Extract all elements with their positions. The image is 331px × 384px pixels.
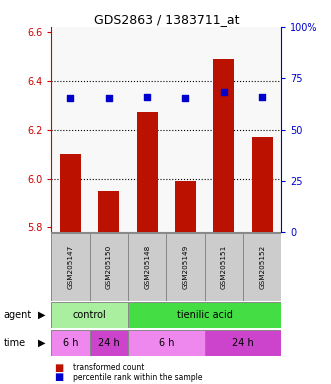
Text: control: control xyxy=(73,310,107,320)
Bar xyxy=(252,137,273,232)
Text: 6 h: 6 h xyxy=(159,338,174,348)
Text: 24 h: 24 h xyxy=(232,338,254,348)
Bar xyxy=(137,113,158,232)
Bar xyxy=(128,302,281,328)
Bar xyxy=(205,330,281,356)
Point xyxy=(183,95,188,101)
Text: GSM205152: GSM205152 xyxy=(259,245,265,290)
Text: percentile rank within the sample: percentile rank within the sample xyxy=(73,372,202,382)
Bar xyxy=(51,330,90,356)
Text: GSM205151: GSM205151 xyxy=(221,245,227,290)
Text: ■: ■ xyxy=(55,363,64,373)
Text: agent: agent xyxy=(3,310,31,320)
Text: GSM205148: GSM205148 xyxy=(144,245,150,290)
Point xyxy=(68,95,73,101)
Point xyxy=(260,94,265,100)
Bar xyxy=(166,233,205,301)
Text: GSM205147: GSM205147 xyxy=(68,245,73,290)
Bar xyxy=(175,181,196,232)
Text: 6 h: 6 h xyxy=(63,338,78,348)
Bar xyxy=(128,233,166,301)
Bar xyxy=(205,233,243,301)
Bar xyxy=(90,330,128,356)
Text: time: time xyxy=(3,338,25,348)
Point xyxy=(145,94,150,100)
Text: ▶: ▶ xyxy=(38,310,45,320)
Bar xyxy=(128,330,205,356)
Bar xyxy=(98,191,119,232)
Point xyxy=(106,95,112,101)
Point xyxy=(221,89,226,95)
Text: GSM205149: GSM205149 xyxy=(182,245,188,290)
Bar xyxy=(51,302,128,328)
Text: 24 h: 24 h xyxy=(98,338,120,348)
Text: ■: ■ xyxy=(55,372,64,382)
Text: tienilic acid: tienilic acid xyxy=(177,310,233,320)
Bar xyxy=(90,233,128,301)
Text: ▶: ▶ xyxy=(38,338,45,348)
Bar xyxy=(60,154,81,232)
Bar xyxy=(213,59,234,232)
Bar xyxy=(243,233,281,301)
Text: GSM205150: GSM205150 xyxy=(106,245,112,290)
Bar xyxy=(51,233,90,301)
Text: transformed count: transformed count xyxy=(73,363,144,372)
Title: GDS2863 / 1383711_at: GDS2863 / 1383711_at xyxy=(94,13,239,26)
